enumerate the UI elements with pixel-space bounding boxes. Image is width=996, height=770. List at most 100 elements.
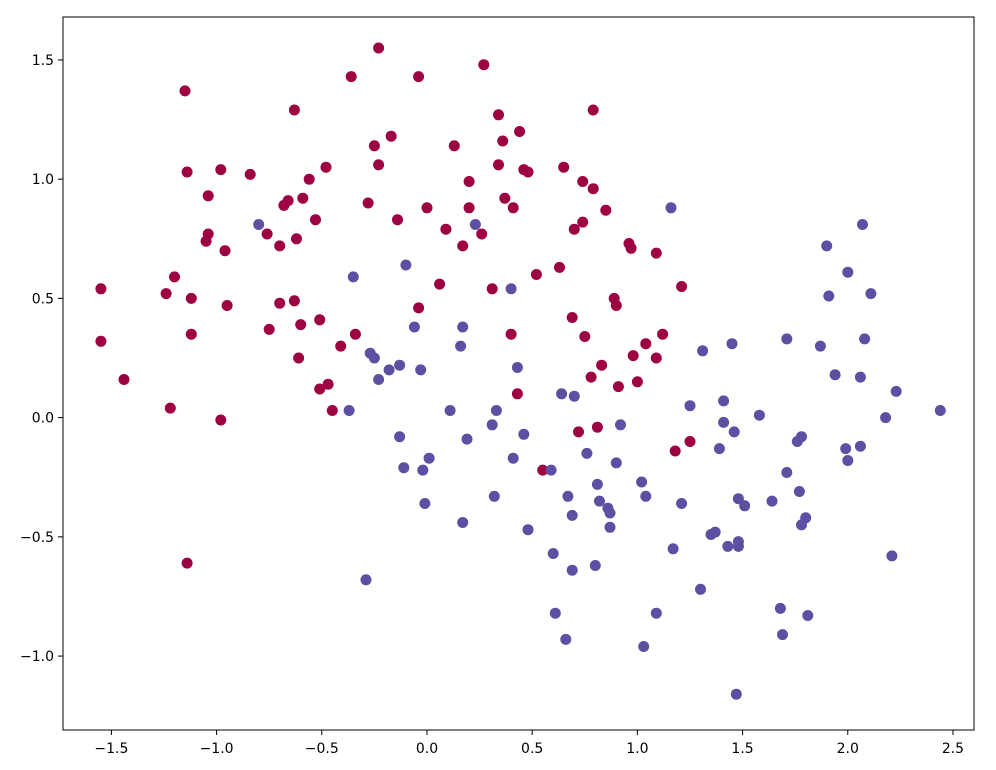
data-point-series-0-35 — [314, 383, 326, 395]
data-point-series-1-3 — [360, 574, 372, 586]
data-point-series-0-74 — [568, 223, 580, 235]
data-point-series-0-41 — [362, 197, 374, 209]
data-point-series-0-61 — [497, 135, 509, 147]
data-point-series-0-70 — [537, 464, 549, 476]
data-point-series-1-89 — [842, 455, 854, 466]
data-point-series-1-85 — [821, 240, 833, 252]
x-tick-label: 1.5 — [731, 741, 753, 757]
data-point-series-1-18 — [455, 340, 467, 352]
data-point-series-1-88 — [840, 443, 852, 455]
data-point-series-0-15 — [221, 300, 233, 311]
data-point-series-0-50 — [434, 278, 446, 290]
data-point-series-1-25 — [490, 405, 502, 416]
data-point-series-1-21 — [461, 433, 473, 445]
data-point-series-1-55 — [676, 498, 688, 509]
data-point-series-1-84 — [814, 340, 826, 352]
data-point-series-0-48 — [413, 302, 425, 314]
data-point-series-1-73 — [766, 495, 778, 507]
x-tick-label: 0.0 — [416, 741, 438, 757]
data-point-series-0-30 — [288, 104, 300, 116]
data-point-series-1-10 — [398, 462, 410, 474]
data-point-series-0-93 — [650, 247, 662, 259]
data-point-series-1-46 — [604, 507, 616, 519]
data-point-series-0-33 — [314, 314, 326, 326]
y-tick-label: 1.0 — [32, 172, 54, 188]
data-point-series-0-71 — [554, 261, 565, 273]
data-point-series-1-51 — [640, 490, 652, 502]
data-point-series-0-51 — [440, 223, 452, 235]
data-point-series-1-42 — [591, 478, 603, 490]
data-point-series-0-72 — [558, 161, 570, 173]
data-point-series-1-92 — [854, 371, 866, 383]
y-axis: 1.5 1.0 0.5 0.0 −0.5 −1.0 — [20, 53, 63, 665]
x-tick-label: 2.5 — [942, 741, 964, 757]
data-point-series-1-95 — [865, 288, 877, 300]
data-point-series-1-45 — [604, 521, 616, 533]
data-point-series-1-62 — [718, 416, 730, 428]
data-point-series-1-41 — [589, 560, 601, 571]
data-point-series-1-2 — [347, 271, 359, 283]
data-point-series-0-55 — [463, 202, 475, 214]
data-point-series-1-91 — [854, 440, 866, 452]
data-point-series-1-35 — [560, 633, 572, 645]
data-point-series-0-16 — [215, 414, 227, 426]
data-point-series-0-43 — [373, 159, 385, 171]
data-point-series-1-90 — [842, 266, 854, 278]
data-point-series-0-97 — [676, 281, 688, 292]
data-point-series-1-19 — [457, 321, 469, 333]
data-point-series-0-39 — [345, 71, 357, 83]
data-point-series-1-36 — [562, 490, 574, 502]
data-point-series-1-70 — [732, 536, 744, 548]
data-point-series-1-31 — [545, 464, 557, 476]
data-point-series-0-0 — [95, 283, 107, 295]
data-point-series-0-32 — [310, 214, 321, 226]
y-tick-label: 0.5 — [32, 291, 54, 307]
data-point-series-1-17 — [444, 405, 456, 416]
data-point-series-1-30 — [522, 524, 534, 536]
data-point-series-1-28 — [511, 362, 523, 373]
data-point-series-0-7 — [181, 166, 193, 178]
data-point-series-0-63 — [505, 328, 517, 340]
data-point-series-0-20 — [263, 323, 275, 335]
y-tick-label: 0.0 — [32, 411, 54, 427]
data-point-series-0-53 — [457, 240, 469, 252]
data-point-series-1-12 — [408, 321, 420, 333]
data-point-series-1-9 — [394, 431, 406, 443]
x-tick-label: −1.5 — [94, 741, 128, 757]
data-point-series-0-24 — [282, 195, 294, 207]
data-point-series-1-77 — [781, 467, 793, 478]
data-point-series-0-83 — [596, 359, 608, 371]
data-point-series-1-22 — [469, 219, 481, 230]
data-point-series-0-25 — [288, 295, 300, 307]
data-point-series-1-75 — [777, 629, 788, 641]
data-point-series-0-52 — [448, 140, 460, 152]
data-point-series-0-86 — [610, 300, 622, 311]
data-point-series-0-84 — [600, 204, 612, 216]
data-point-series-1-82 — [800, 512, 812, 524]
data-point-series-0-10 — [202, 190, 214, 202]
data-point-series-1-6 — [373, 374, 385, 385]
data-point-series-0-3 — [164, 402, 176, 414]
data-point-series-0-90 — [627, 350, 639, 362]
data-point-series-0-91 — [631, 376, 643, 388]
data-point-series-1-27 — [507, 452, 519, 464]
data-point-series-1-56 — [684, 400, 696, 412]
data-point-series-0-78 — [579, 331, 591, 342]
data-point-series-0-98 — [684, 436, 696, 447]
data-point-series-0-14 — [219, 245, 231, 257]
data-point-series-1-97 — [886, 550, 898, 562]
data-point-series-1-86 — [823, 290, 835, 302]
data-point-series-1-68 — [732, 493, 744, 505]
data-point-series-0-59 — [493, 109, 504, 121]
data-point-series-0-5 — [160, 288, 172, 300]
data-point-series-0-95 — [657, 328, 669, 340]
data-point-series-0-96 — [669, 445, 681, 457]
data-point-series-1-40 — [581, 447, 593, 459]
data-point-series-1-29 — [518, 428, 530, 440]
data-point-series-0-27 — [293, 352, 305, 364]
data-point-series-0-66 — [514, 126, 526, 137]
data-point-series-1-81 — [796, 431, 807, 443]
x-tick-label: −1.0 — [200, 741, 234, 757]
data-point-series-1-5 — [368, 352, 380, 364]
data-point-series-1-87 — [829, 369, 841, 381]
